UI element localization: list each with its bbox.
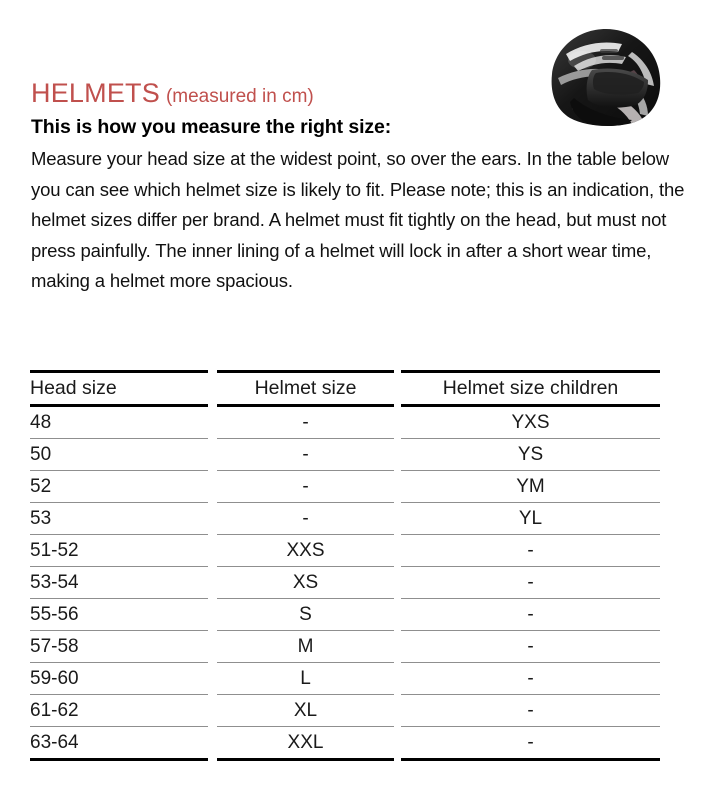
column-header-helmet-size: Helmet size — [217, 370, 394, 407]
column-gap — [394, 599, 401, 631]
cell-helmet-size-children: YL — [401, 503, 660, 535]
column-gap — [394, 567, 401, 599]
column-header-head-size: Head size — [30, 370, 208, 407]
page-title-main: HELMETS — [31, 78, 160, 108]
cell-head-size: 55-56 — [30, 599, 208, 631]
column-header-helmet-size-children: Helmet size children — [401, 370, 660, 407]
column-gap — [208, 407, 217, 439]
table-row: 57-58 M - — [30, 631, 660, 663]
cell-head-size: 51-52 — [30, 535, 208, 567]
cell-helmet-size-children: YS — [401, 439, 660, 471]
column-gap — [394, 439, 401, 471]
cell-helmet-size: XXS — [217, 535, 394, 567]
column-gap — [208, 439, 217, 471]
cell-helmet-size: L — [217, 663, 394, 695]
column-gap — [208, 631, 217, 663]
column-gap — [208, 567, 217, 599]
table-row: 53 - YL — [30, 503, 660, 535]
column-gap — [208, 695, 217, 727]
cell-head-size: 48 — [30, 407, 208, 439]
cell-helmet-size-children: - — [401, 663, 660, 695]
cell-helmet-size: - — [217, 471, 394, 503]
column-gap — [208, 503, 217, 535]
column-gap — [394, 370, 401, 407]
cell-helmet-size-children: - — [401, 567, 660, 599]
table-row: 53-54 XS - — [30, 567, 660, 599]
helmet-size-table: Head size Helmet size Helmet size childr… — [30, 370, 660, 761]
column-gap — [394, 695, 401, 727]
body-paragraph: Measure your head size at the widest poi… — [31, 148, 685, 291]
column-gap — [394, 471, 401, 503]
column-gap — [208, 370, 217, 407]
cell-head-size: 53-54 — [30, 567, 208, 599]
column-gap — [394, 663, 401, 695]
cell-head-size: 53 — [30, 503, 208, 535]
cell-helmet-size: XXL — [217, 727, 394, 761]
cell-head-size: 57-58 — [30, 631, 208, 663]
table-header-row: Head size Helmet size Helmet size childr… — [30, 370, 660, 407]
cell-head-size: 50 — [30, 439, 208, 471]
lede-heading: This is how you measure the right size: — [31, 116, 392, 138]
cell-head-size: 61-62 — [30, 695, 208, 727]
cell-helmet-size-children: - — [401, 599, 660, 631]
table-row: 55-56 S - — [30, 599, 660, 631]
cell-helmet-size: XS — [217, 567, 394, 599]
motorcycle-helmet-icon — [551, 29, 661, 126]
cell-helmet-size-children: YM — [401, 471, 660, 503]
column-gap — [208, 535, 217, 567]
column-gap — [394, 535, 401, 567]
cell-helmet-size-children: - — [401, 535, 660, 567]
table-body: 48 - YXS 50 - YS 52 - YM 53 - YL — [30, 407, 660, 761]
cell-helmet-size-children: - — [401, 727, 660, 761]
cell-head-size: 52 — [30, 471, 208, 503]
column-gap — [208, 471, 217, 503]
column-gap — [394, 503, 401, 535]
cell-helmet-size-children: - — [401, 695, 660, 727]
column-gap — [208, 599, 217, 631]
cell-helmet-size: - — [217, 439, 394, 471]
table-row: 59-60 L - — [30, 663, 660, 695]
page-title-subtitle: (measured in cm) — [165, 86, 314, 107]
cell-head-size: 63-64 — [30, 727, 208, 761]
cell-helmet-size-children: YXS — [401, 407, 660, 439]
table-row: 61-62 XL - — [30, 695, 660, 727]
table-row: 51-52 XXS - — [30, 535, 660, 567]
page-title: HELMETS (measured in cm) — [31, 78, 314, 109]
cell-helmet-size: S — [217, 599, 394, 631]
cell-helmet-size-children: - — [401, 631, 660, 663]
column-gap — [208, 727, 217, 761]
cell-helmet-size: XL — [217, 695, 394, 727]
column-gap — [394, 631, 401, 663]
cell-helmet-size: M — [217, 631, 394, 663]
cell-helmet-size: - — [217, 407, 394, 439]
column-gap — [394, 727, 401, 761]
column-gap — [208, 663, 217, 695]
helmet-image — [548, 26, 664, 128]
table-row: 48 - YXS — [30, 407, 660, 439]
table-row: 63-64 XXL - — [30, 727, 660, 761]
body-copy: Measure your head size at the widest poi… — [31, 144, 691, 297]
cell-head-size: 59-60 — [30, 663, 208, 695]
table-row: 52 - YM — [30, 471, 660, 503]
column-gap — [394, 407, 401, 439]
cell-helmet-size: - — [217, 503, 394, 535]
table-row: 50 - YS — [30, 439, 660, 471]
